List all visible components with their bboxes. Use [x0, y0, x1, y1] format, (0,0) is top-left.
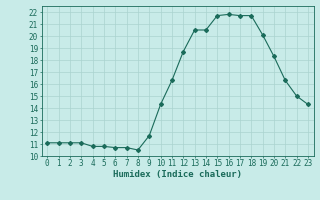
- X-axis label: Humidex (Indice chaleur): Humidex (Indice chaleur): [113, 170, 242, 179]
